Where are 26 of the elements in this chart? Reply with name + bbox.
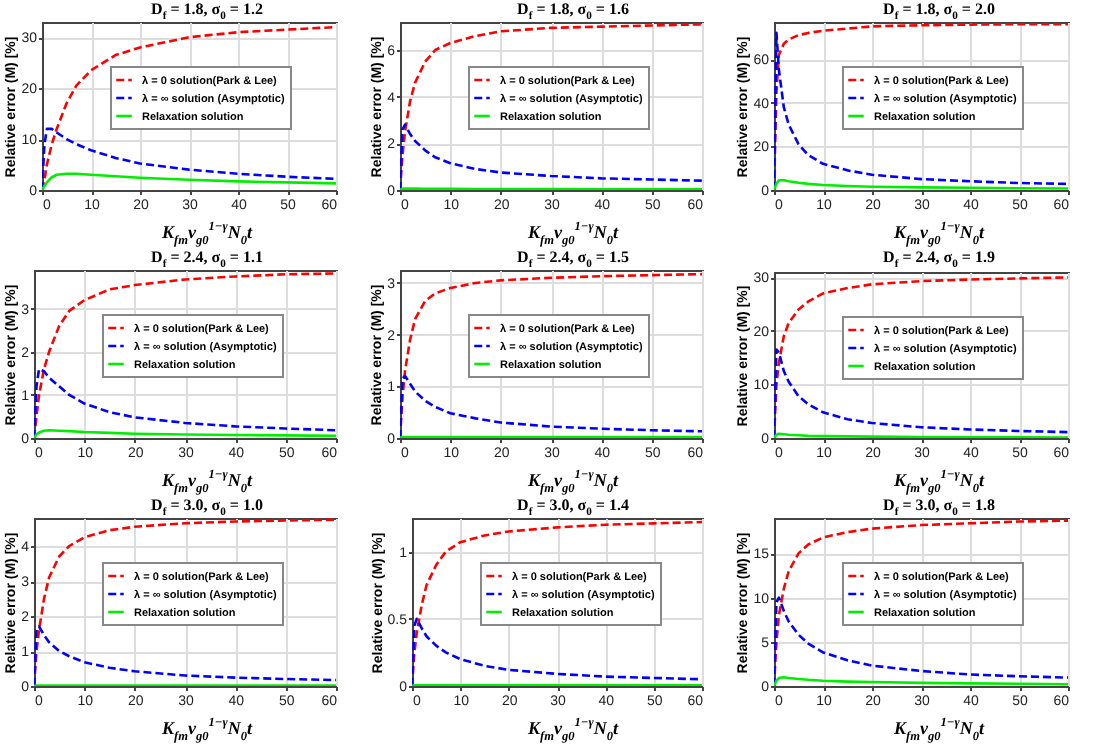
x-axis-title: K$_{fm}$v$_{g0}$$^{1−γ}$N$_{0}$t: [159, 466, 253, 496]
chart-title: D$_{f}$ = 2.4, σ$_{0}$ = 1.5: [515, 248, 629, 272]
line-series: [412, 520, 702, 686]
chart-title: D$_{f}$ = 1.8, σ$_{0}$ = 1.2: [149, 0, 263, 24]
x-axis-title: K$_{fm}$v$_{g0}$$^{1−γ}$N$_{0}$t: [159, 714, 253, 744]
x-axis-title: K$_{fm}$v$_{g0}$$^{1−γ}$N$_{0}$t: [891, 466, 985, 496]
x-axis-title: K$_{fm}$v$_{g0}$$^{1−γ}$N$_{0}$t: [159, 218, 253, 248]
x-axis-title: K$_{fm}$v$_{g0}$$^{1−γ}$N$_{0}$t: [525, 218, 619, 248]
chart-title: D$_{f}$ = 2.4, σ$_{0}$ = 1.1: [149, 248, 263, 272]
line-series: [34, 518, 336, 686]
chart-title: D$_{f}$ = 2.4, σ$_{0}$ = 1.9: [881, 248, 995, 272]
chart-title: D$_{f}$ = 1.8, σ$_{0}$ = 2.0: [881, 0, 995, 24]
x-axis-title: K$_{fm}$v$_{g0}$$^{1−γ}$N$_{0}$t: [525, 714, 619, 744]
chart-title: D$_{f}$ = 3.0, σ$_{0}$ = 1.4: [515, 496, 629, 520]
line-series: [42, 25, 336, 190]
line-series: [774, 519, 1068, 686]
chart-title: D$_{f}$ = 3.0, σ$_{0}$ = 1.8: [881, 496, 995, 520]
line-series: [400, 272, 702, 438]
chart-title: D$_{f}$ = 1.8, σ$_{0}$ = 1.6: [515, 0, 629, 24]
line-series: [400, 23, 702, 190]
line-series: [34, 272, 336, 438]
line-series: [774, 276, 1068, 438]
chart-title: D$_{f}$ = 3.0, σ$_{0}$ = 1.0: [149, 496, 263, 520]
x-axis-title: K$_{fm}$v$_{g0}$$^{1−γ}$N$_{0}$t: [891, 714, 985, 744]
x-axis-title: K$_{fm}$v$_{g0}$$^{1−γ}$N$_{0}$t: [525, 466, 619, 496]
x-axis-title: K$_{fm}$v$_{g0}$$^{1−γ}$N$_{0}$t: [891, 218, 985, 248]
